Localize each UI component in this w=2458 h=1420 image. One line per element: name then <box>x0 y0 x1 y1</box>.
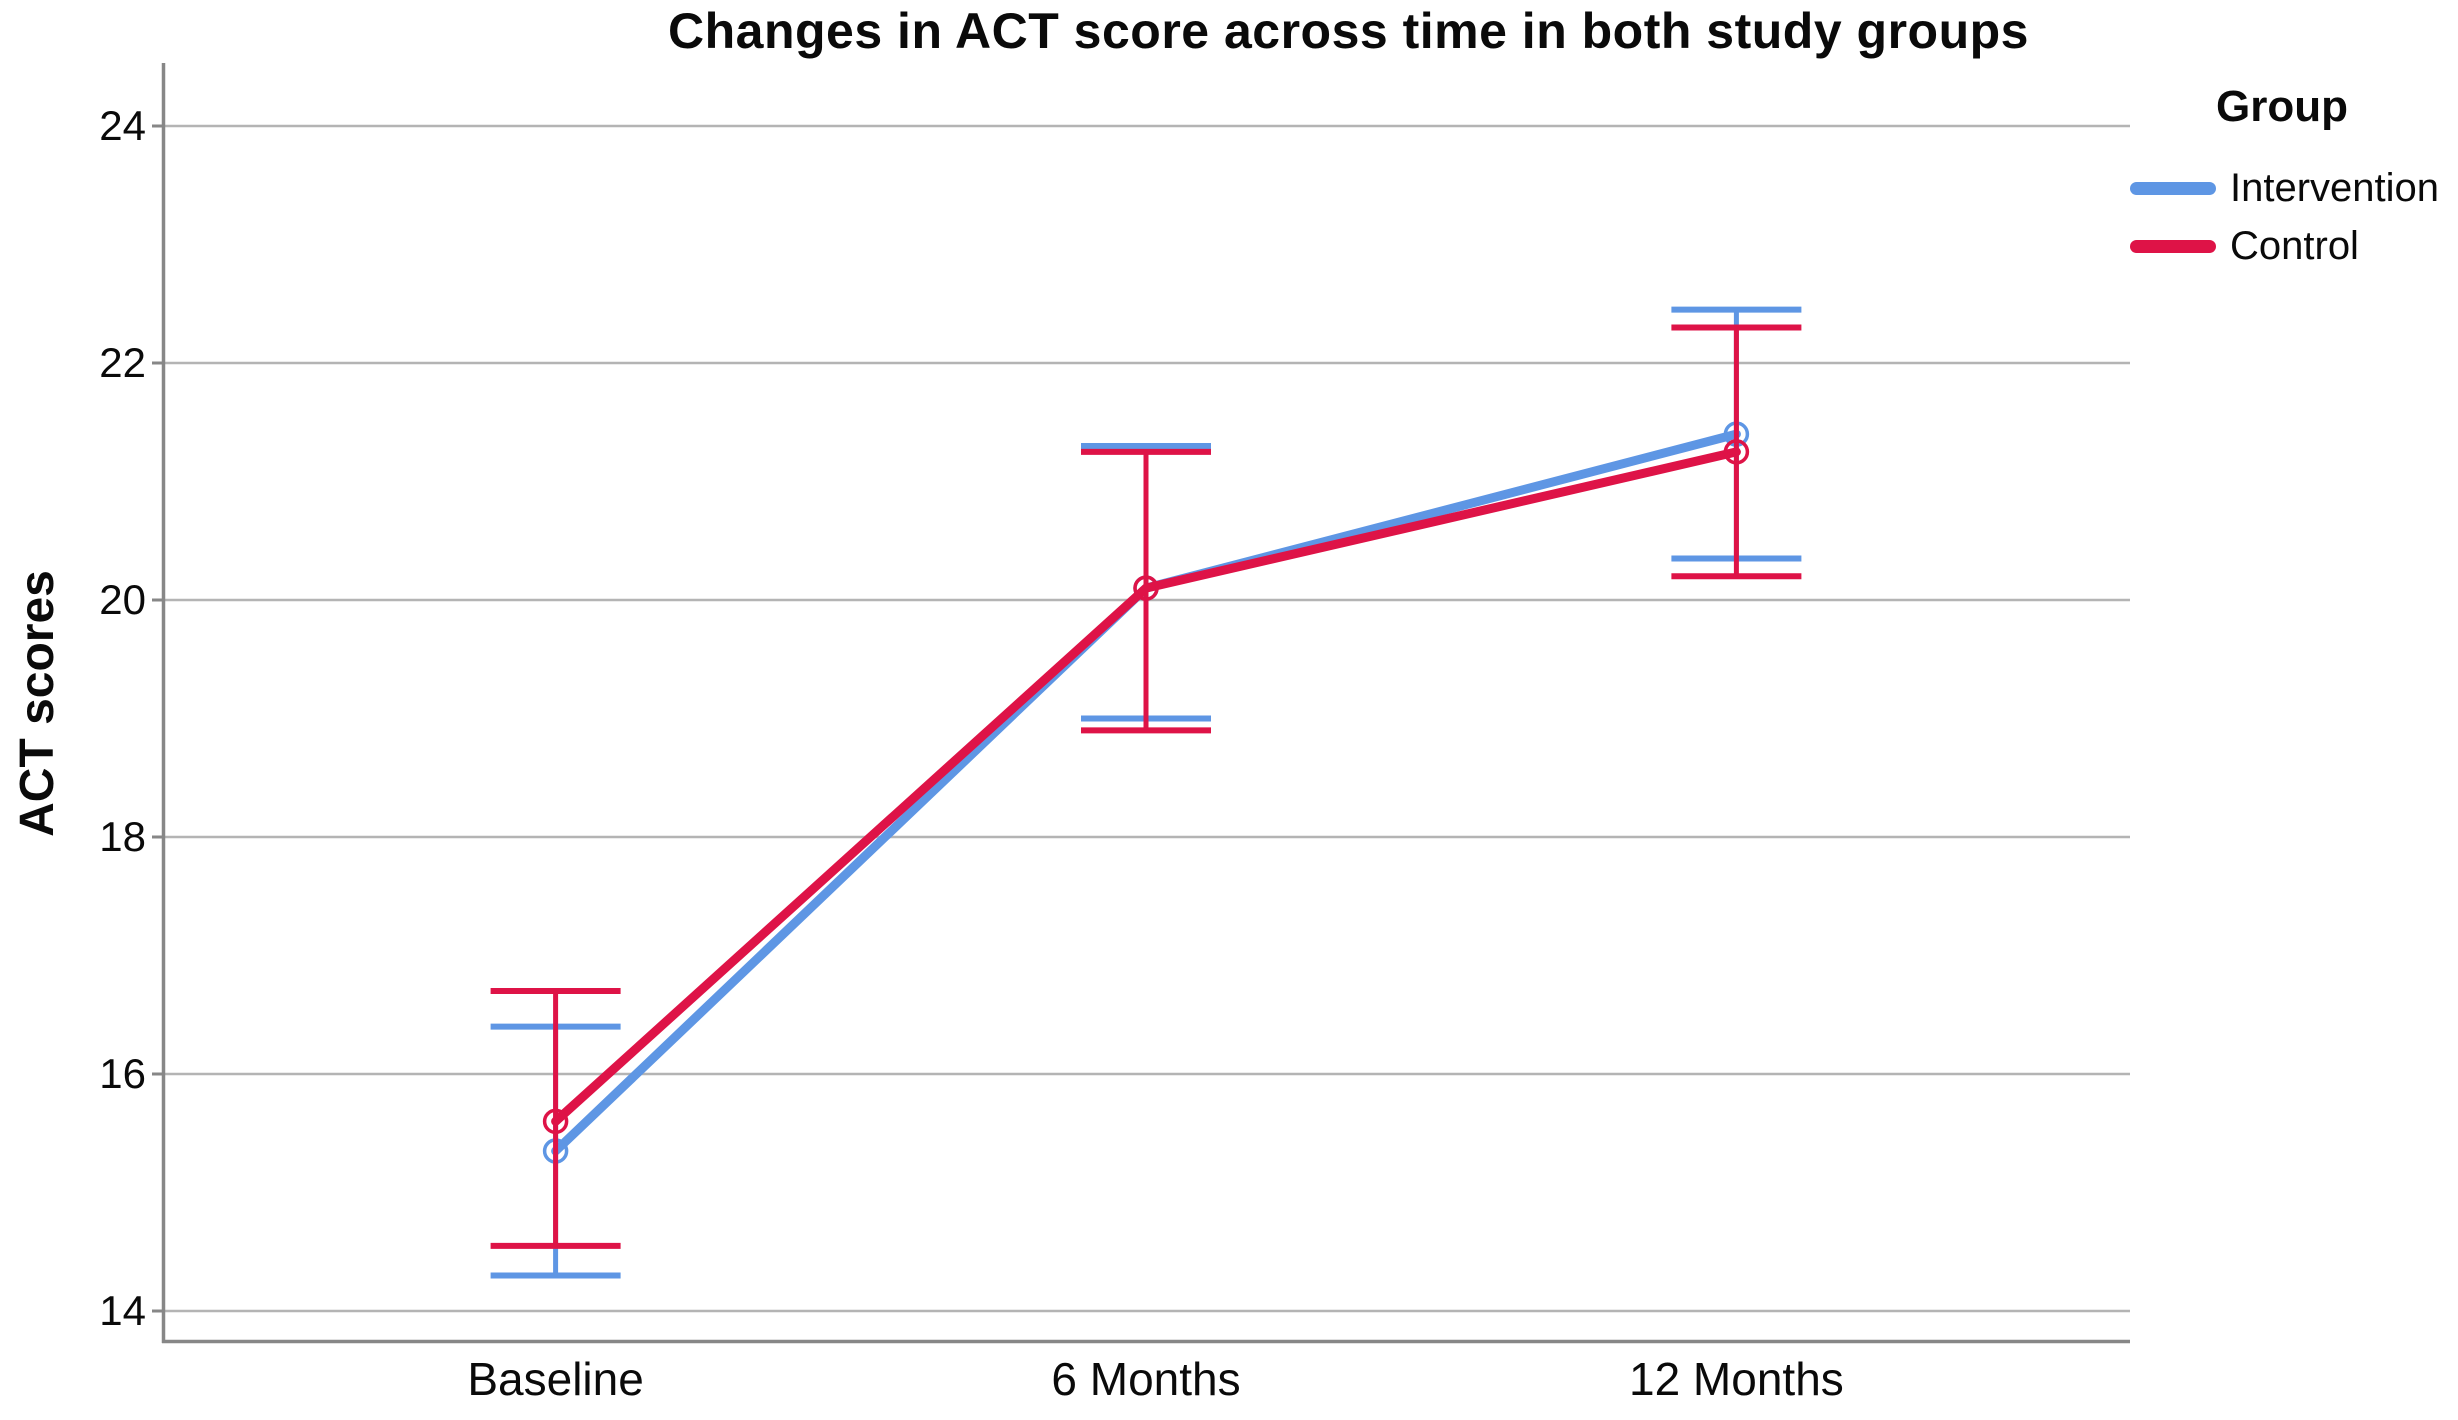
series-line-control <box>551 447 1741 1126</box>
x-tick-label-6-months: 6 Months <box>1051 1353 1241 1405</box>
legend-items: Intervention Control <box>2130 166 2458 268</box>
marker-control-1 <box>1133 575 1159 601</box>
legend-swatch-intervention <box>2130 181 2216 195</box>
legend-label-control: Control <box>2230 223 2359 268</box>
plot-area <box>152 63 2130 1344</box>
y-tick-label-14: 14 <box>99 1287 146 1334</box>
legend: Group Intervention Control <box>2130 82 2458 282</box>
y-axis-label-wrap: ACT scores <box>2 63 72 1343</box>
y-tick-label-18: 18 <box>99 813 146 860</box>
legend-label-intervention: Intervention <box>2230 165 2440 210</box>
chart-title: Changes in ACT score across time in both… <box>668 3 2029 59</box>
x-tick-label-baseline: Baseline <box>467 1353 644 1405</box>
y-tick-label-20: 20 <box>99 576 146 623</box>
y-tick-label-24: 24 <box>99 102 146 149</box>
legend-item-intervention: Intervention <box>2130 166 2458 210</box>
legend-item-control: Control <box>2130 224 2458 268</box>
y-tick-label-16: 16 <box>99 1050 146 1097</box>
marker-control-0 <box>542 1108 569 1135</box>
legend-title: Group <box>2216 82 2348 131</box>
marker-control-2 <box>1723 439 1750 465</box>
legend-swatch-control <box>2130 239 2216 253</box>
x-tick-label-12-months: 12 Months <box>1628 1353 1844 1405</box>
y-tick-label-22: 22 <box>99 339 146 386</box>
